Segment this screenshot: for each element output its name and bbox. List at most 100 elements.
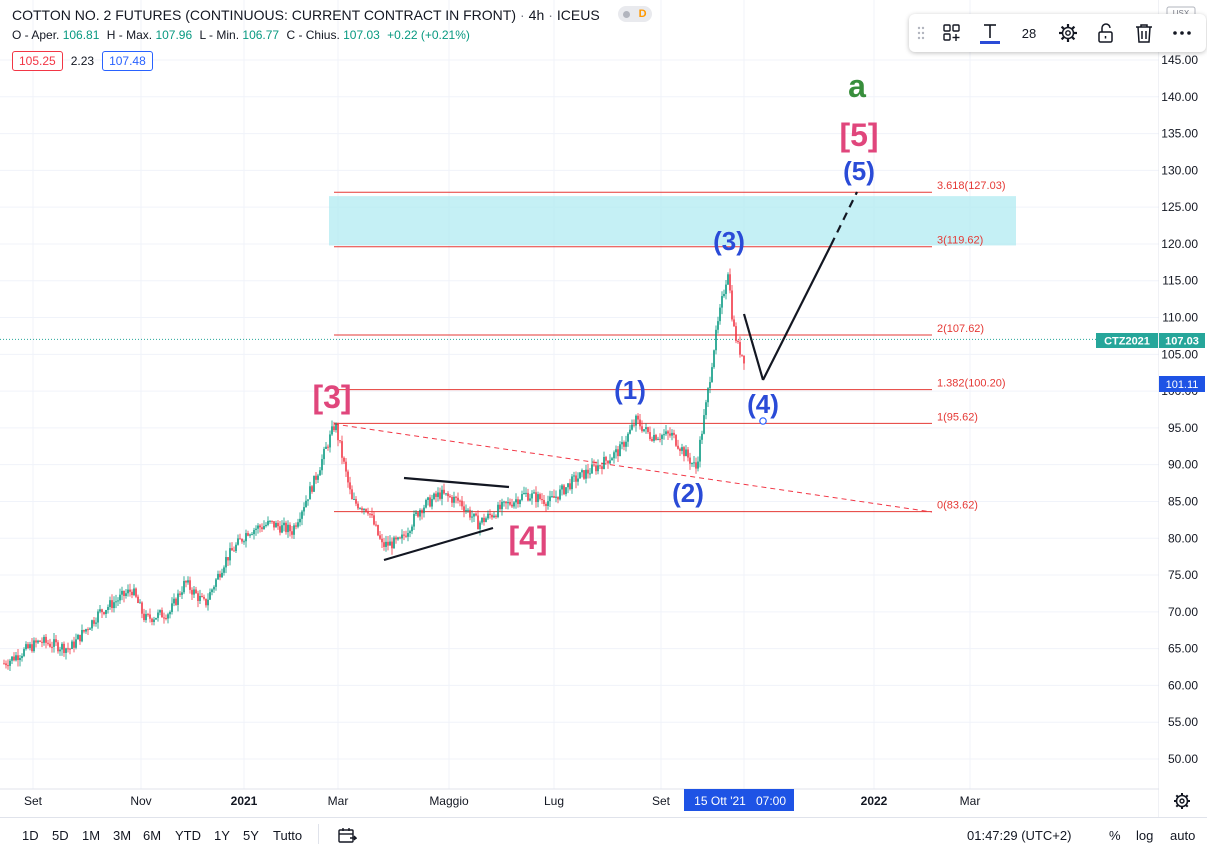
buy-price-button[interactable]: 107.48 [102, 51, 153, 71]
range-1y[interactable]: 1Y [214, 828, 230, 843]
candle-body [27, 644, 29, 649]
range-all[interactable]: Tutto [273, 828, 303, 843]
candle-body [539, 494, 541, 500]
drawing-toolbar: 28 [909, 14, 1206, 52]
candle-body [145, 614, 147, 621]
date-range-button[interactable] [337, 827, 358, 848]
candle-body [53, 639, 55, 647]
candle-body [547, 501, 549, 506]
chart-settings-icon[interactable] [1174, 793, 1190, 809]
chart-grid [0, 0, 1160, 817]
candle-body [55, 639, 57, 643]
candle-body [717, 321, 719, 330]
candle-body [689, 457, 691, 464]
candle-body [591, 464, 593, 474]
currency-label[interactable]: USX [1173, 9, 1190, 18]
candle-body [401, 534, 403, 539]
candle-body [189, 580, 191, 590]
candle-body [131, 591, 133, 596]
candle-body [123, 590, 125, 596]
wave-4-projection-line [742, 313, 765, 381]
candle-body [107, 607, 109, 611]
candle-body [319, 470, 321, 476]
candle-body [673, 432, 675, 435]
candle-body [65, 648, 67, 653]
candle-body [329, 434, 331, 448]
candle-body [727, 274, 729, 285]
candle-body [739, 342, 741, 355]
candle-body [455, 496, 457, 498]
candle-body [451, 496, 453, 503]
candle-body [413, 514, 415, 527]
quote-boxes: 105.25 2.23 107.48 [12, 51, 153, 71]
candle-body [283, 522, 285, 526]
candle-body [381, 538, 383, 543]
candle-body [607, 460, 609, 464]
candle-body [403, 534, 405, 536]
candle-body [217, 573, 219, 580]
candle-body [275, 522, 277, 528]
candle-body [627, 433, 629, 442]
candle-body [729, 274, 731, 291]
text-color-icon [980, 24, 1000, 44]
wave-label-intermediate-2: (2) [672, 478, 704, 508]
candle-body [665, 431, 667, 435]
range-1m[interactable]: 1M [82, 828, 101, 843]
candle-body [205, 598, 207, 606]
crosshair-date: 15 Ott '21 [694, 794, 746, 808]
range-1d[interactable]: 1D [22, 828, 39, 843]
candle-body [335, 424, 337, 431]
price-tick: 90.00 [1168, 458, 1198, 472]
candle-body [277, 522, 279, 527]
candle-body [741, 354, 743, 356]
candle-body [473, 513, 475, 517]
candle-body [197, 593, 199, 601]
candle-body [199, 595, 201, 601]
candle-body [129, 589, 131, 592]
candle-body [535, 492, 537, 503]
text-color-button[interactable] [971, 14, 1009, 52]
delete-button[interactable] [1125, 14, 1163, 52]
crosshair-time-bg [684, 789, 794, 811]
log-toggle[interactable]: log [1136, 828, 1154, 843]
range-5d[interactable]: 5D [52, 828, 69, 843]
range-ytd[interactable]: YTD [175, 828, 201, 843]
clock-timezone[interactable]: 01:47:29 (UTC+2) [967, 828, 1072, 843]
symbol-legend[interactable]: COTTON NO. 2 FUTURES (CONTINUOUS: CURREN… [12, 6, 652, 23]
candle-body [537, 494, 539, 503]
candle-body [231, 548, 233, 551]
candle-body [35, 640, 37, 643]
candle-body [271, 520, 273, 522]
candle-body [95, 622, 97, 624]
sell-price-button[interactable]: 105.25 [12, 51, 63, 71]
range-3m[interactable]: 3M [113, 828, 132, 843]
more-button[interactable] [1163, 14, 1201, 52]
interval-label[interactable]: 4h [528, 7, 545, 23]
data-status-badge[interactable]: D [617, 6, 652, 22]
lock-button[interactable] [1087, 14, 1125, 52]
anchor-handle[interactable] [759, 417, 767, 425]
candle-body [121, 590, 123, 595]
candle-body [299, 518, 301, 523]
candle-body [663, 434, 665, 436]
candle-body [17, 655, 19, 661]
candle-body [609, 460, 611, 464]
range-6m[interactable]: 6M [143, 828, 162, 843]
candle-body [81, 630, 83, 642]
range-5y[interactable]: 5Y [243, 828, 259, 843]
high-value: 107.96 [155, 28, 193, 42]
candle-body [453, 496, 455, 503]
percent-toggle[interactable]: % [1109, 828, 1121, 843]
auto-toggle[interactable]: auto [1170, 828, 1196, 843]
price-tick: 140.00 [1161, 90, 1198, 104]
drag-handle-icon[interactable] [909, 14, 933, 52]
candle-body [489, 513, 491, 516]
settings-button[interactable] [1049, 14, 1087, 52]
candle-body [721, 296, 723, 308]
candle-body [367, 511, 369, 514]
templates-button[interactable] [933, 14, 971, 52]
symbol-title[interactable]: COTTON NO. 2 FUTURES (CONTINUOUS: CURREN… [12, 7, 516, 23]
candle-body [91, 620, 93, 629]
font-size-select[interactable]: 28 [1021, 25, 1037, 41]
